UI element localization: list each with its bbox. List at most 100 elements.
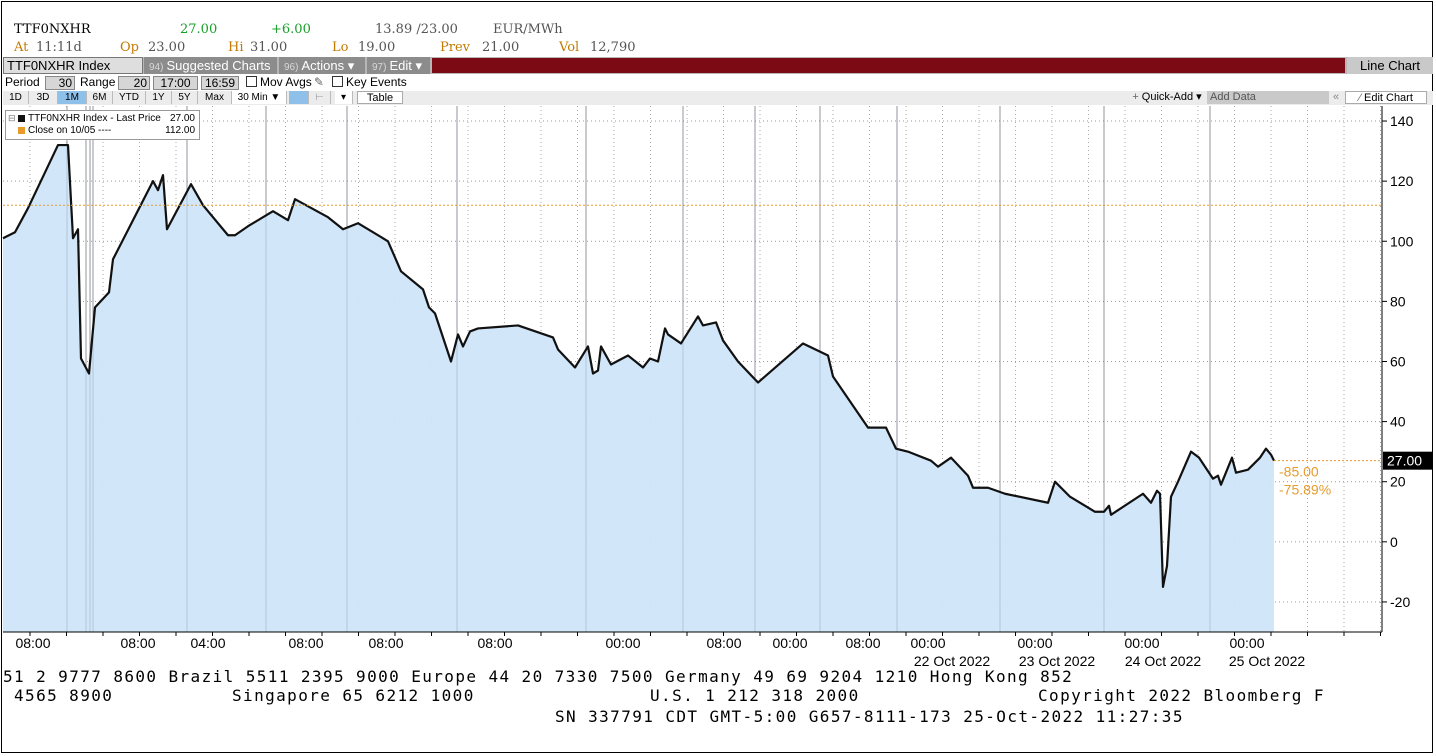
edit-chart-icon: ⁄ [1359, 92, 1364, 104]
ticker-symbol: TTF0NXHR [14, 22, 91, 37]
x-tick-label: 08:00 [288, 635, 323, 651]
x-tick-label: 04:00 [190, 635, 225, 651]
settings-row: Period 30 Range 20 17:00 16:59 Mov Avgs ✎… [3, 75, 1433, 90]
x-date-label: 24 Oct 2022 [1125, 653, 1201, 669]
x-tick-label: 00:00 [772, 635, 807, 651]
suggested-charts-button[interactable]: 94) Suggested Charts [144, 57, 277, 74]
price-change: +6.00 [271, 22, 311, 37]
key-events-toggle[interactable]: Key Events [332, 75, 407, 90]
chart-legend[interactable]: ⊟ TTF0NXHR Index - Last Price 27.00 Clos… [5, 110, 200, 140]
range-label: Range [80, 75, 116, 89]
interval-select[interactable]: 30 Min ▼ [232, 91, 287, 104]
low-label: Lo [332, 40, 349, 55]
change-label: -85.00 [1279, 464, 1319, 480]
chart-labels: 140 120 100 80 60 40 20 0 -20 08:00 08:00 04:00 08:0… [15, 113, 1433, 669]
x-tick-label: 08:00 [706, 635, 741, 651]
collapse-icon[interactable]: « [1332, 91, 1340, 103]
style-dropdown[interactable]: ▾ [335, 91, 353, 104]
bar-style-button[interactable]: ⊢ [309, 91, 331, 104]
x-tick-label: 00:00 [910, 635, 945, 651]
last-value-badge: 27.00 [1383, 451, 1433, 470]
chart-type-selector[interactable]: Line Chart [1347, 57, 1433, 74]
open-value: 23.00 [148, 40, 186, 55]
y-tick-label: 80 [1390, 293, 1406, 309]
y-tick-label: 40 [1390, 414, 1406, 430]
line-style-button[interactable] [289, 91, 309, 104]
footer-phone-singapore: Singapore 65 6212 1000 [232, 686, 475, 705]
legend-label-last-price: TTF0NXHR Index - Last Price [28, 113, 161, 124]
range-6m[interactable]: 6M [87, 91, 113, 104]
range-max[interactable]: Max [198, 91, 232, 104]
period-label: Period [5, 75, 40, 89]
footer-session-info: SN 337791 CDT GMT-5:00 G657-8111-173 25-… [555, 707, 1184, 726]
table-button[interactable]: Table [357, 91, 403, 104]
actions-number: 96) [284, 62, 299, 73]
legend-swatch-close [18, 127, 25, 134]
pencil-icon[interactable]: ✎ [313, 75, 324, 89]
footer-copyright: Copyright 2022 Bloomberg F [1038, 686, 1325, 705]
x-date-label: 22 Oct 2022 [914, 653, 990, 669]
range-1d[interactable]: 1D [3, 91, 29, 104]
mov-avgs-checkbox[interactable] [246, 76, 257, 87]
edit-number: 97) [372, 62, 387, 73]
series-area-fill [3, 145, 1274, 632]
x-tick-label: 00:00 [1229, 635, 1264, 651]
add-data-input[interactable]: Add Data [1207, 91, 1329, 104]
range-row: 1D 3D 1M 6M YTD 1Y 5Y Max 30 Min ▼ ⊢ ▾ T… [3, 91, 1433, 105]
open-label: Op [120, 40, 139, 55]
legend-value-close: 112.00 [165, 125, 195, 136]
function-bar-filler [432, 58, 1345, 73]
series-line-last-price [2, 143, 1275, 589]
legend-value-last-price: 27.00 [169, 113, 195, 124]
low-value: 19.00 [358, 40, 396, 55]
x-tick-label: 00:00 [1124, 635, 1159, 651]
legend-label-close: Close on 10/05 ---- [28, 125, 112, 136]
footer-phone-us: U.S. 1 212 318 2000 [650, 686, 860, 705]
y-tick-label: 100 [1390, 233, 1414, 249]
footer-contacts-line: 51 2 9777 8600 Brazil 5511 2395 9000 Eur… [3, 667, 1074, 686]
change-percent-label: -75.89% [1279, 482, 1331, 498]
edit-label: Edit ▾ [389, 58, 422, 73]
time-to-input[interactable]: 16:59 [201, 76, 239, 90]
x-date-label: 25 Oct 2022 [1229, 653, 1305, 669]
quick-add-menu[interactable]: + Quick-Add ▾ [1127, 91, 1207, 104]
time-from-input[interactable]: 17:00 [153, 76, 198, 90]
volume-label: Vol [559, 40, 580, 55]
period-input[interactable]: 30 [45, 76, 75, 90]
at-label: At [14, 40, 29, 55]
y-tick-label: 120 [1390, 173, 1414, 189]
y-tick-label: 20 [1390, 474, 1406, 490]
range-3d[interactable]: 3D [29, 91, 58, 104]
key-events-label: Key Events [346, 75, 407, 89]
edit-chart-label: Edit Chart [1363, 92, 1413, 104]
security-field[interactable]: TTF0NXHR Index [3, 57, 143, 74]
last-price: 27.00 [180, 22, 218, 37]
actions-label: Actions ▾ [301, 58, 355, 73]
x-date-label: 23 Oct 2022 [1019, 653, 1095, 669]
legend-collapse-icon[interactable]: ⊟ [8, 113, 16, 123]
price-unit: EUR/MWh [493, 22, 563, 37]
edit-menu[interactable]: 97) Edit ▾ [367, 57, 430, 74]
mov-avgs-toggle[interactable]: Mov Avgs ✎ [246, 75, 324, 90]
y-tick-label: 0 [1390, 534, 1398, 550]
last-value-text: 27.00 [1387, 453, 1422, 469]
bid-ask-range: 13.89 /23.00 [375, 22, 458, 37]
high-label: Hi [228, 40, 244, 55]
range-ytd[interactable]: YTD [113, 91, 146, 104]
y-tick-label: 60 [1390, 353, 1406, 369]
last-value-box [1383, 451, 1433, 470]
key-events-checkbox[interactable] [332, 76, 343, 87]
range-5y[interactable]: 5Y [172, 91, 198, 104]
x-tick-label: 00:00 [1017, 635, 1052, 651]
edit-chart-button[interactable]: ⁄ Edit Chart [1345, 91, 1427, 104]
actions-menu[interactable]: 96) Actions ▾ [279, 57, 365, 74]
range-input[interactable]: 20 [118, 76, 150, 90]
at-value: 11:11d [36, 40, 82, 55]
range-1m[interactable]: 1M [58, 91, 87, 104]
chart-axes [3, 106, 1387, 636]
x-tick-label: 08:00 [15, 635, 50, 651]
range-1y[interactable]: 1Y [146, 91, 172, 104]
x-tick-label: 08:00 [368, 635, 403, 651]
